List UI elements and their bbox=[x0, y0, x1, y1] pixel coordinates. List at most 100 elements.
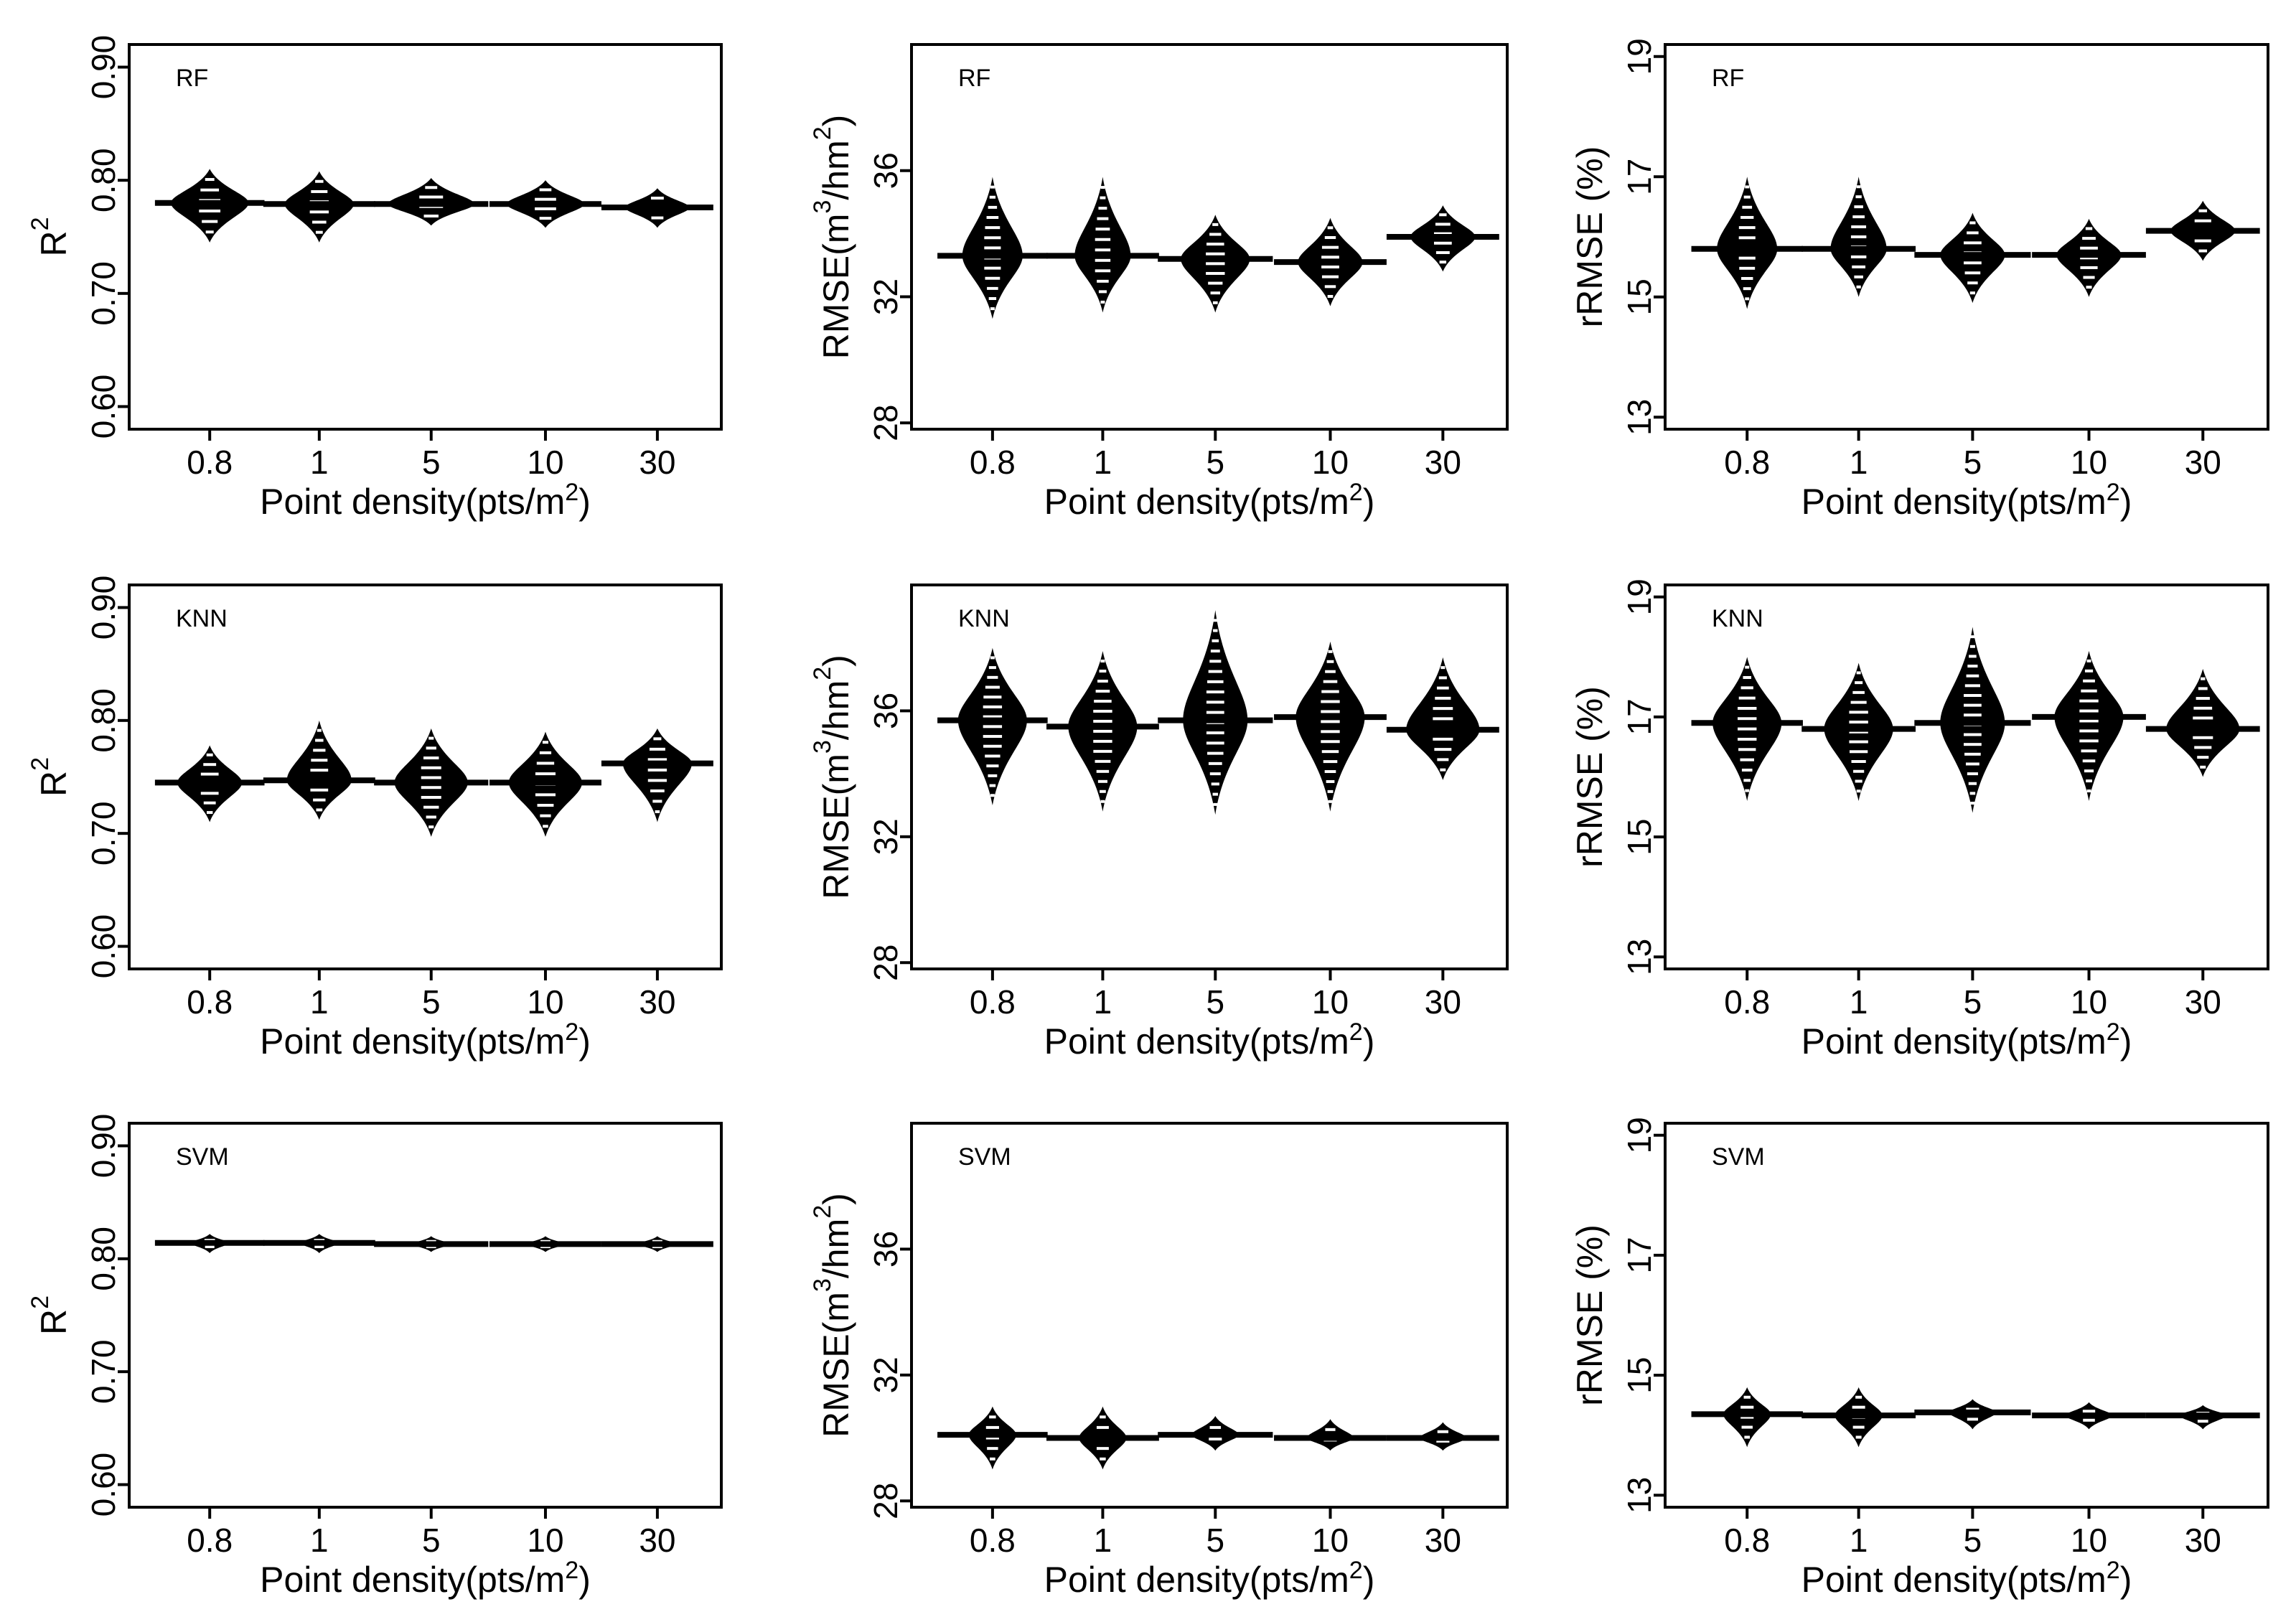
bean-line bbox=[1967, 1417, 1978, 1421]
bean-line bbox=[1324, 235, 1336, 239]
bean-line bbox=[200, 792, 219, 795]
bean-line bbox=[1325, 1428, 1336, 1431]
bean-line bbox=[1964, 733, 1982, 736]
x-tick-label: 1 bbox=[1850, 983, 1868, 1021]
y-axis-label: RMSE(m3/hm2) bbox=[809, 1193, 856, 1438]
bean-line bbox=[1206, 252, 1225, 256]
bean-line bbox=[1440, 768, 1446, 772]
bean-line bbox=[1738, 696, 1756, 700]
bean-line bbox=[1208, 281, 1223, 285]
violin-30 bbox=[622, 728, 692, 823]
x-tick-label: 10 bbox=[2071, 444, 2107, 481]
bean-line bbox=[1327, 789, 1334, 793]
y-tick-label: 19 bbox=[1621, 1117, 1658, 1153]
y-tick-label: 0.80 bbox=[85, 148, 122, 212]
bean-line bbox=[2086, 779, 2092, 783]
bean-line bbox=[535, 207, 556, 210]
bean-line bbox=[1433, 707, 1453, 711]
bean-line bbox=[1327, 226, 1334, 230]
y-tick-label: 13 bbox=[1621, 939, 1658, 975]
bean-line bbox=[1743, 195, 1751, 199]
bean-line bbox=[1849, 721, 1868, 724]
bean-line bbox=[1210, 291, 1221, 295]
bean-line bbox=[423, 756, 439, 760]
bean-line bbox=[1095, 238, 1111, 241]
bean-line bbox=[1852, 1405, 1865, 1409]
x-tick-label: 0.8 bbox=[187, 1522, 233, 1559]
y-axis-label: rRMSE (%) bbox=[1570, 686, 1610, 868]
y-axis-label: R2 bbox=[27, 1295, 74, 1335]
bean-line bbox=[1440, 666, 1445, 670]
bean-line bbox=[647, 758, 667, 762]
bean-line bbox=[2079, 729, 2099, 733]
bean-line bbox=[655, 810, 660, 813]
bean-line bbox=[543, 825, 548, 828]
bean-line bbox=[1206, 700, 1224, 704]
bean-line bbox=[1100, 196, 1106, 200]
bean-line bbox=[2079, 719, 2099, 723]
bean-line bbox=[1849, 740, 1868, 744]
bean-line bbox=[1964, 713, 1982, 717]
bean-line bbox=[1211, 782, 1219, 786]
bean-line bbox=[1325, 670, 1336, 673]
bean-line bbox=[2085, 227, 2093, 230]
x-tick-label: 5 bbox=[422, 444, 441, 481]
bean-line bbox=[1206, 690, 1224, 694]
bean-line bbox=[1740, 758, 1754, 762]
panel-rf-r2: 0.60 0.70 0.80 0.90 R2 0.8 1 5 10 30 Point density… bbox=[27, 35, 723, 522]
bean-line bbox=[990, 307, 995, 311]
bean-line bbox=[1856, 185, 1861, 189]
bean-line bbox=[650, 789, 665, 792]
bean-line bbox=[1967, 665, 1978, 668]
x-tick-label: 5 bbox=[1206, 1522, 1225, 1559]
bean-line bbox=[1968, 782, 1977, 785]
x-tick-label: 5 bbox=[422, 983, 441, 1021]
x-tick-label: 10 bbox=[527, 983, 563, 1021]
bean-line bbox=[423, 805, 439, 809]
y-tick-label: 15 bbox=[1621, 1357, 1658, 1394]
x-tick-label: 30 bbox=[639, 1522, 675, 1559]
plot-frame bbox=[910, 43, 1509, 431]
bean-line bbox=[2083, 276, 2095, 279]
bean-line bbox=[2082, 1410, 2096, 1413]
bean-line bbox=[649, 747, 665, 751]
bean-line bbox=[1852, 690, 1865, 694]
x-tick-label: 1 bbox=[1850, 1522, 1868, 1559]
bean-line bbox=[200, 188, 220, 192]
panel-label: SVM bbox=[1712, 1143, 1765, 1171]
bean-line bbox=[1212, 301, 1218, 304]
x-tick-label: 30 bbox=[639, 983, 675, 1021]
bean-line bbox=[2079, 699, 2099, 703]
bean-line bbox=[1093, 729, 1112, 733]
bean-line bbox=[540, 814, 551, 817]
x-tick-label: 30 bbox=[2185, 1522, 2221, 1559]
bean-line bbox=[2198, 249, 2208, 253]
bean-line bbox=[1740, 1405, 1754, 1409]
bean-line bbox=[1743, 1395, 1751, 1399]
bean-line bbox=[311, 759, 328, 762]
panel-knn-r2: 0.60 0.70 0.80 0.90 R2 0.8 1 5 10 30 Point density… bbox=[27, 576, 723, 1062]
bean-line bbox=[1969, 655, 1977, 658]
x-axis-label: Point density(pts/m2) bbox=[1044, 479, 1375, 522]
bean-line bbox=[2084, 669, 2094, 673]
bean-line bbox=[1740, 686, 1753, 690]
bean-line bbox=[983, 705, 1003, 708]
bean-line bbox=[1435, 222, 1451, 226]
bean-line bbox=[1964, 684, 1981, 688]
bean-line bbox=[984, 266, 1001, 270]
x-tick-label: 0.8 bbox=[970, 983, 1016, 1021]
bean-line bbox=[1970, 635, 1975, 639]
bean-line bbox=[1964, 743, 1982, 746]
y-axis-label: rRMSE (%) bbox=[1570, 146, 1610, 328]
bean-line bbox=[2080, 256, 2098, 260]
bean-line bbox=[2080, 246, 2098, 250]
plot-frame bbox=[128, 1122, 723, 1509]
y-tick-label: 28 bbox=[867, 405, 904, 441]
bean-line bbox=[1097, 217, 1109, 220]
bean-line bbox=[647, 768, 667, 772]
bean-line bbox=[1745, 665, 1750, 669]
bean-line bbox=[2082, 237, 2096, 240]
bean-line bbox=[1849, 711, 1868, 714]
bean-line bbox=[1738, 236, 1756, 240]
